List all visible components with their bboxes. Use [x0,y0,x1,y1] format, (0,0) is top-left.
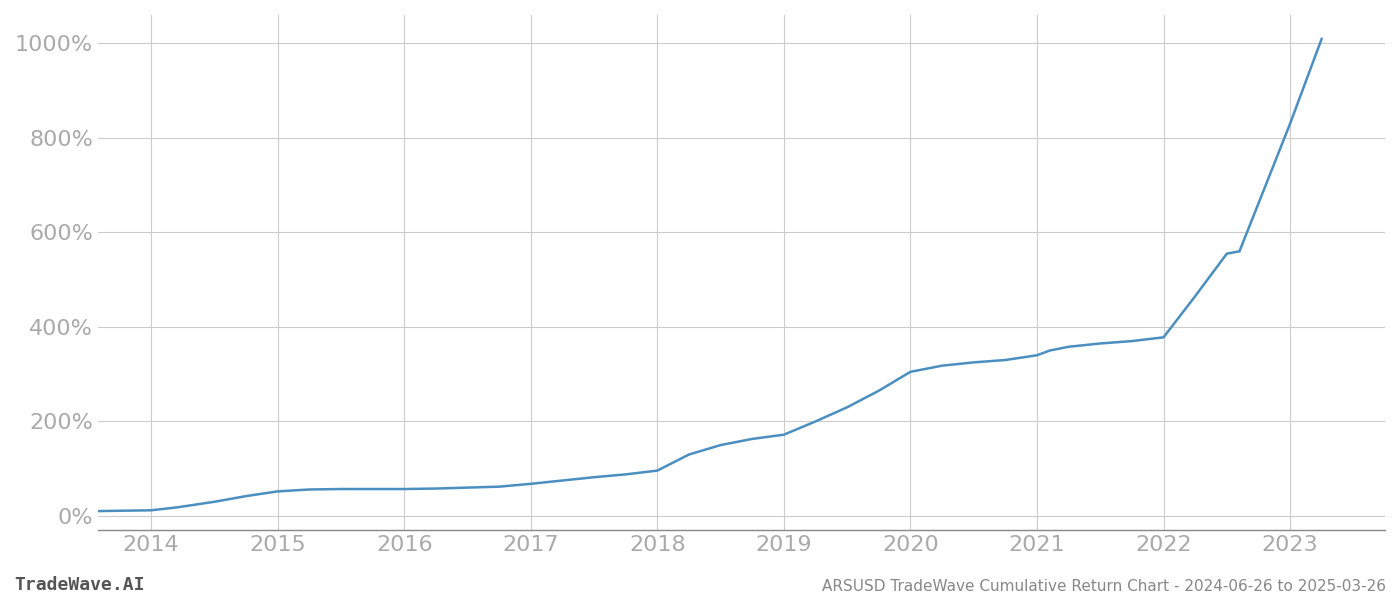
Text: ARSUSD TradeWave Cumulative Return Chart - 2024-06-26 to 2025-03-26: ARSUSD TradeWave Cumulative Return Chart… [822,579,1386,594]
Text: TradeWave.AI: TradeWave.AI [14,576,144,594]
